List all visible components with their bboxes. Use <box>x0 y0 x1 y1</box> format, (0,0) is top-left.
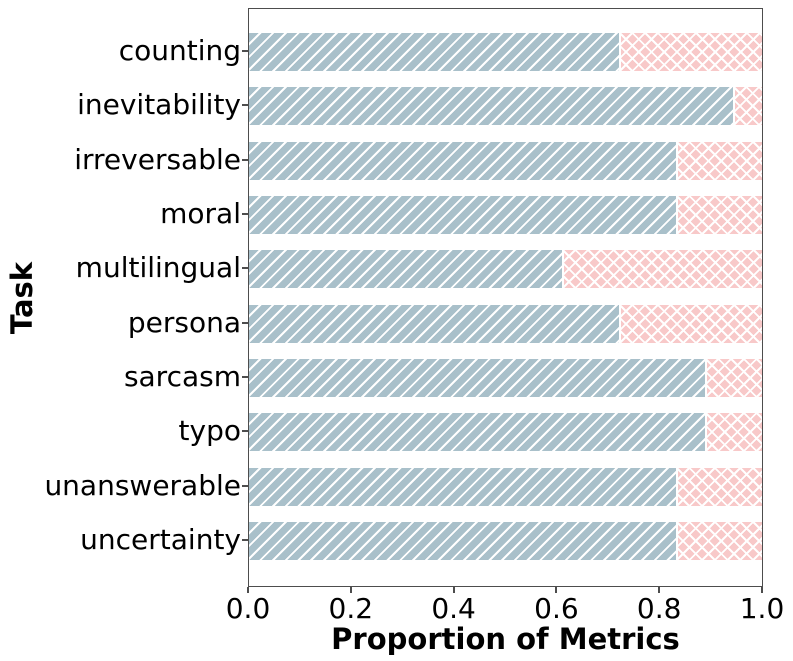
y-tick-mark <box>242 430 248 433</box>
x-tick-mark <box>555 587 558 593</box>
y-tick-label: typo <box>178 414 241 448</box>
bar-segment-blue-hatched <box>249 195 677 234</box>
y-tick-labels: counting inevitability irreversable moral mu… <box>0 8 241 587</box>
x-axis-title: Proportion of Metrics <box>331 622 680 656</box>
y-tick-mark <box>242 158 248 161</box>
bar-segment-blue-hatched <box>249 521 677 560</box>
bar-segment-blue-hatched <box>249 413 706 452</box>
bar-row <box>249 521 762 560</box>
bar-segment-pink-crosshatched <box>619 33 762 71</box>
plot-area <box>248 8 763 587</box>
x-tick-mark <box>658 587 661 593</box>
bar-segment-blue-hatched <box>249 87 734 126</box>
y-tick-label: multilingual <box>75 251 241 285</box>
bar-row <box>249 141 762 180</box>
y-tick-mark <box>242 104 248 107</box>
bar-segment-blue-hatched <box>249 33 620 71</box>
y-tick-mark <box>242 375 248 378</box>
bar-segment-pink-crosshatched <box>733 87 762 126</box>
y-tick-label: unanswerable <box>44 468 241 502</box>
y-tick-label: uncertainty <box>80 522 241 556</box>
bar-row <box>249 33 762 71</box>
y-tick-label: sarcasm <box>123 359 241 393</box>
bar-row <box>249 250 762 289</box>
x-tick-label: 0.2 <box>328 592 374 625</box>
bar-segment-pink-crosshatched <box>619 304 762 343</box>
x-tick-mark <box>247 587 249 593</box>
x-tick-label: 0.8 <box>636 592 682 625</box>
x-tick-label: 0.0 <box>225 592 271 625</box>
x-tick-mark <box>761 587 763 593</box>
bar-segment-pink-crosshatched <box>676 195 762 234</box>
y-tick-mark <box>242 484 248 487</box>
bar-row <box>249 413 762 452</box>
bar-segment-pink-crosshatched <box>676 467 762 506</box>
bar-row <box>249 195 762 234</box>
x-tick-mark <box>349 587 352 593</box>
bar-segment-blue-hatched <box>249 141 677 180</box>
bar-segment-pink-crosshatched <box>562 250 762 289</box>
bar-row <box>249 467 762 506</box>
x-tick-mark <box>452 587 455 593</box>
bar-row <box>249 87 762 126</box>
y-tick-mark <box>242 538 248 541</box>
bar-segment-blue-hatched <box>249 304 620 343</box>
x-tick-label: 0.6 <box>534 592 579 625</box>
y-tick-label: moral <box>160 196 241 230</box>
bar-segment-pink-crosshatched <box>676 521 762 560</box>
bar-row <box>249 358 762 397</box>
bar-segment-pink-crosshatched <box>705 413 762 452</box>
y-tick-mark <box>242 50 248 52</box>
y-tick-label: irreversable <box>74 142 241 176</box>
x-tick-label: 1.0 <box>739 592 785 625</box>
y-tick-label: counting <box>118 34 241 67</box>
bar-segment-pink-crosshatched <box>676 141 762 180</box>
bar-segment-pink-crosshatched <box>705 358 762 397</box>
y-tick-mark <box>242 321 248 324</box>
bar-segment-blue-hatched <box>249 467 677 506</box>
y-tick-label: persona <box>127 305 241 339</box>
y-tick-label: inevitability <box>77 88 241 122</box>
x-tick-label: 0.4 <box>431 592 476 625</box>
bar-segment-blue-hatched <box>249 250 563 289</box>
y-tick-mark <box>242 267 248 270</box>
bar-row <box>249 304 762 343</box>
bar-segment-blue-hatched <box>249 358 706 397</box>
y-tick-mark <box>242 212 248 215</box>
